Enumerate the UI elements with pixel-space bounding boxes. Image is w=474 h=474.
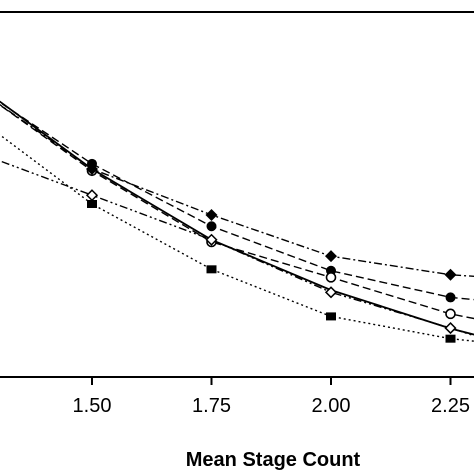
x-axis-title: Mean Stage Count xyxy=(186,449,361,471)
series-2-line xyxy=(0,104,474,320)
series-0-line xyxy=(0,100,474,336)
x-tick-label-1: 1.75 xyxy=(192,395,231,417)
series-1 xyxy=(0,101,474,303)
series-4 xyxy=(0,134,474,343)
series-0 xyxy=(0,100,474,336)
x-tick-label-0: 1.50 xyxy=(73,395,112,417)
series-layer xyxy=(0,100,474,343)
plot-frame xyxy=(0,11,474,378)
x-tick-label-2: 2.00 xyxy=(312,395,351,417)
series-2 xyxy=(0,104,474,320)
series-5-point-3 xyxy=(324,286,338,299)
series-1-point-2 xyxy=(206,221,217,232)
series-3-point-1 xyxy=(86,162,98,175)
series-3-point-4 xyxy=(444,268,457,281)
series-5-line xyxy=(0,160,474,337)
series-5 xyxy=(0,160,474,337)
series-3-line xyxy=(0,103,474,277)
x-tick-label-3: 2.25 xyxy=(431,395,470,417)
series-3 xyxy=(0,103,474,281)
series-1-line xyxy=(0,101,474,301)
x-tick-layer: 1.50 1.75 2.00 2.25 xyxy=(73,377,470,417)
series-5-point-2 xyxy=(205,233,218,246)
series-5-point-4 xyxy=(444,322,457,335)
series-4-point-3 xyxy=(326,312,336,321)
series-4-point-4 xyxy=(445,334,456,343)
series-2-point-4 xyxy=(445,308,456,320)
series-4-point-1 xyxy=(87,199,97,208)
series-4-point-2 xyxy=(206,265,217,274)
series-2-point-3 xyxy=(325,272,337,283)
series-5-point-1 xyxy=(85,189,99,202)
series-3-point-2 xyxy=(205,208,218,221)
series-1-point-4 xyxy=(445,292,456,303)
series-3-point-3 xyxy=(325,250,337,263)
